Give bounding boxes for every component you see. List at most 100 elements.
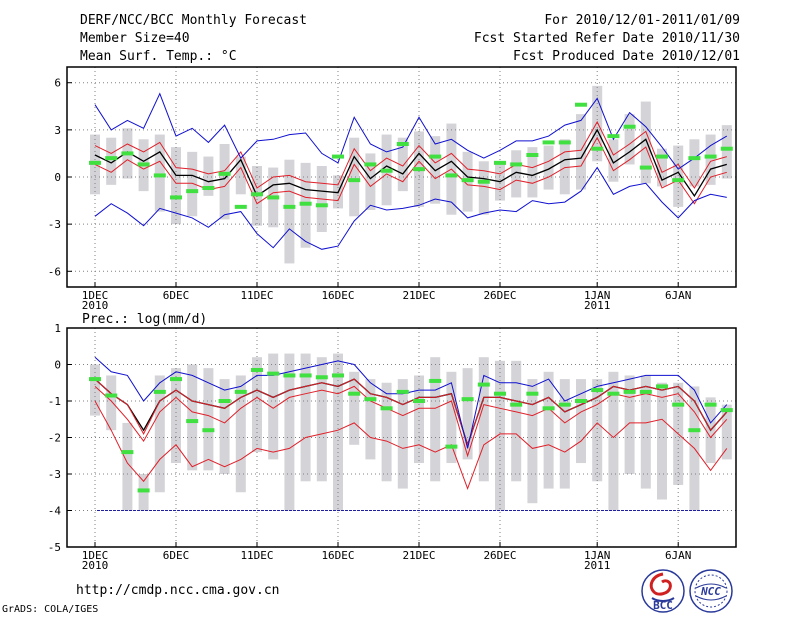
x-tick-label: 21DEC (402, 549, 435, 562)
observed-marker (607, 134, 620, 139)
spread-box (576, 114, 586, 190)
y-tick-label: -1 (48, 395, 61, 408)
observed-marker (688, 428, 701, 433)
spread-box (300, 353, 311, 482)
spread-box (365, 379, 376, 460)
observed-marker (186, 419, 199, 424)
observed-marker (413, 167, 425, 172)
x-tick-sublabel: 2011 (584, 299, 611, 312)
spread-box (203, 368, 214, 471)
spread-box (430, 357, 441, 482)
observed-marker (720, 146, 733, 151)
observed-marker (218, 171, 231, 176)
precip-panel-label: Prec.: log(mm/d) (82, 312, 208, 327)
x-tick-label: 1JAN (584, 549, 611, 562)
observed-marker (364, 162, 377, 167)
y-tick-label: 0 (54, 359, 61, 372)
spread-box (154, 375, 165, 493)
observed-marker (380, 406, 393, 411)
observed-marker (623, 124, 636, 129)
spread-box (543, 371, 554, 489)
y-tick-label: 1 (54, 322, 61, 335)
observed-marker (526, 153, 539, 157)
spread-box (705, 134, 716, 185)
observed-marker (704, 402, 717, 407)
x-tick-label: 1DEC (82, 549, 109, 562)
spread-box (90, 364, 100, 416)
observed-marker (170, 377, 182, 382)
observed-marker (639, 389, 652, 394)
spread-box (576, 379, 586, 464)
observed-marker (591, 146, 604, 151)
observed-marker (89, 160, 101, 165)
x-tick-label: 6DEC (163, 289, 190, 302)
spread-box (640, 375, 651, 489)
spread-box (559, 139, 570, 195)
observed-marker (153, 173, 166, 178)
spread-box (187, 364, 198, 471)
chart-title: DERF/NCC/BCC Monthly Forecast (80, 13, 307, 28)
spread-box (608, 371, 619, 511)
observed-marker (396, 389, 409, 394)
series-line-max (94, 356, 728, 449)
observed-marker (672, 178, 685, 183)
y-tick-label: -3 (48, 468, 61, 481)
x-tick-label: 16DEC (321, 549, 354, 562)
observed-marker (591, 388, 604, 393)
observed-marker (623, 389, 636, 394)
forecast-period: For 2010/12/01-2011/01/09 (544, 13, 740, 28)
x-tick-sublabel: 2011 (584, 559, 611, 572)
spread-box (495, 360, 505, 511)
forecast-produced: Fcst Produced Date 2010/12/01 (513, 49, 740, 64)
spread-box (268, 353, 279, 460)
spread-box (381, 382, 392, 482)
observed-marker (234, 204, 247, 209)
spread-box (316, 357, 327, 482)
spread-box (624, 114, 635, 165)
source-url[interactable]: http://cmdp.ncc.cma.gov.cn (76, 583, 280, 598)
observed-marker (461, 397, 474, 402)
observed-marker (510, 162, 523, 167)
observed-marker (429, 378, 442, 383)
spread-box (154, 134, 165, 212)
observed-marker (542, 140, 555, 145)
series-line-ensemble-mean (94, 128, 727, 198)
observed-marker (558, 140, 571, 145)
spread-box (478, 161, 489, 215)
spread-box (414, 375, 424, 464)
observed-marker (315, 203, 328, 208)
bcc-logo: BCC (641, 569, 685, 613)
observed-marker (494, 160, 506, 165)
observed-marker (315, 375, 328, 380)
spread-box (235, 156, 246, 195)
observed-marker (575, 102, 587, 107)
x-tick-sublabel: 2010 (82, 559, 109, 572)
spread-box (721, 125, 732, 179)
observed-marker (461, 178, 474, 183)
x-tick-label: 6DEC (163, 549, 190, 562)
observed-marker (121, 450, 134, 455)
spread-box (462, 368, 473, 460)
observed-marker (153, 389, 166, 394)
ncc-logo: NCC (689, 569, 733, 613)
y-tick-label: 3 (54, 124, 61, 137)
spread-box (527, 147, 538, 198)
spread-box (527, 379, 538, 504)
x-tick-label: 26DEC (483, 289, 516, 302)
observed-marker (267, 195, 280, 200)
y-tick-label: 0 (54, 171, 61, 184)
spread-box (446, 371, 457, 464)
spread-box (187, 151, 198, 217)
observed-marker (558, 402, 571, 407)
spread-box (397, 137, 408, 192)
observed-marker (202, 428, 215, 433)
observed-marker (396, 142, 409, 146)
observed-marker (510, 402, 523, 407)
spread-box (721, 404, 732, 460)
observed-marker (251, 367, 263, 372)
observed-marker (89, 377, 101, 382)
spread-box (122, 422, 133, 511)
spread-box (106, 137, 117, 185)
x-tick-label: 11DEC (240, 549, 273, 562)
